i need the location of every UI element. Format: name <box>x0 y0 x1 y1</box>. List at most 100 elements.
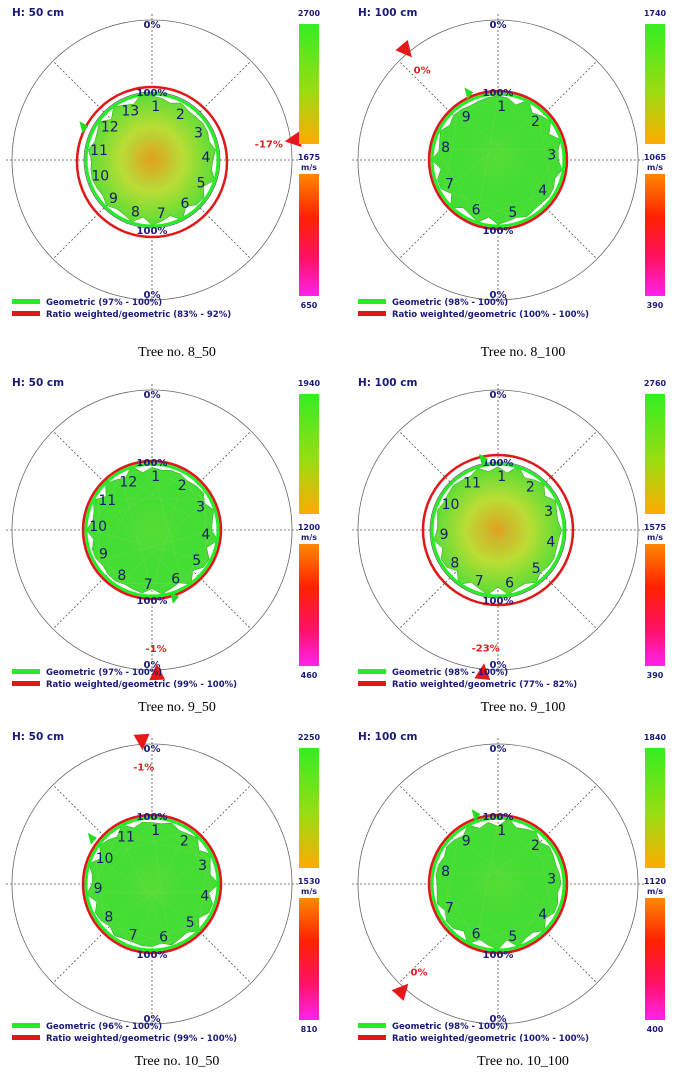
sensor-label: 4 <box>538 183 547 199</box>
sensor-label: 11 <box>117 830 135 846</box>
sensor-label: 7 <box>445 177 454 193</box>
legend-geometric-label: Geometric (97% - 100%) <box>46 668 162 678</box>
sensor-path-line <box>93 104 181 183</box>
sensor-label: 5 <box>197 176 206 192</box>
ratio-outline <box>75 85 229 239</box>
sensor-label: 8 <box>117 568 126 584</box>
deformation-arrow-head <box>149 663 166 681</box>
sensor-label: 3 <box>547 147 556 163</box>
label-outer-top: 0% <box>144 744 161 755</box>
geometric-arrow-marker <box>79 121 89 134</box>
geometric-outline <box>84 462 220 598</box>
sensor-path-line <box>515 538 560 590</box>
sensor-path-line <box>110 206 167 221</box>
sensor-label: 6 <box>180 196 189 212</box>
sensor-label: 8 <box>441 140 450 156</box>
sensor-path-line <box>436 149 478 219</box>
height-label: H: 50 cm <box>12 7 64 19</box>
sensor-label: 4 <box>200 888 209 904</box>
sensor-label: 9 <box>462 109 471 125</box>
scale-bar-lower <box>645 174 665 296</box>
sensor-path-line <box>151 467 206 500</box>
sensor-label: 8 <box>441 864 450 880</box>
sensor-path-line <box>89 476 122 531</box>
sensor-path-line <box>180 104 214 153</box>
sensor-path-line <box>185 831 214 893</box>
sensor-path-line <box>518 873 560 943</box>
tomogram-panel-9-50: H: 50 cm 0% 100% 100% 0% 1 2 3 4 5 6 7 8 9 10 11 12 -1% 19… <box>4 372 350 690</box>
sensor-path-line <box>110 152 214 207</box>
legend-ratio-swatch <box>358 311 386 316</box>
caption-8-50: Tree no. 8_50 <box>138 345 216 360</box>
legend-geometric-swatch <box>12 1023 40 1028</box>
scale-bar-upper <box>645 748 665 868</box>
sensor-path-line <box>90 152 194 207</box>
sensor-path-line <box>151 821 209 859</box>
tomogram-panel-8-100: H: 100 cm 0% 100% 100% 0% 1 2 3 4 5 6 7 8 9 0% 1740 1065… <box>350 2 696 320</box>
geometric-outline <box>84 92 220 228</box>
ratio-outline <box>81 459 223 601</box>
sensor-path-line <box>137 206 194 221</box>
sensor-path-line <box>441 504 452 571</box>
tomogram-svg: H: 100 cm 0% 100% 100% 0% 1 2 3 4 5 6 7 89 0% 1840 1120… <box>352 731 667 1044</box>
legend-geometric-swatch <box>12 299 40 304</box>
scale-bar-lower <box>645 544 665 666</box>
label-outer-bottom: 0% <box>144 1014 161 1025</box>
label-outer-top: 0% <box>144 20 161 31</box>
scale-min: 460 <box>301 671 318 680</box>
sensor-path-line <box>476 97 499 219</box>
legend-ratio-swatch <box>12 1035 40 1040</box>
deformation-arrow <box>284 131 302 148</box>
sensor-label: 1 <box>151 99 160 115</box>
sensor-label: 4 <box>201 527 210 543</box>
tomogram-svg: H: 50 cm0%100%100%0%1 2345678910111213-17… <box>6 7 321 320</box>
label-outer-bottom: 0% <box>490 1014 507 1025</box>
label-outer-top: 0% <box>490 390 507 401</box>
geometric-arrow-marker <box>169 591 179 604</box>
legend-ratio-label: Ratio weighted/geometric (100% - 100%) <box>392 1034 589 1044</box>
sensor-path-line <box>90 124 204 153</box>
sensor-path-line <box>537 112 552 192</box>
label-inner-bottom: 100% <box>137 226 168 237</box>
scale-mid: 1530 <box>298 877 321 886</box>
geometric-outline <box>430 462 566 598</box>
sensor-label: 5 <box>508 929 517 945</box>
sensor-path-line <box>544 504 555 571</box>
sensor-label: 8 <box>104 909 113 925</box>
sensor-path-line <box>537 836 552 916</box>
label-inner-bottom: 100% <box>483 226 514 237</box>
deformation-arrow-head <box>133 733 150 751</box>
scale-max: 1940 <box>298 379 321 388</box>
radial-gridline <box>151 159 252 260</box>
tomogram-panel-8-50: H: 50 cm 0% 100% 100% 0% 1 2 3 4 5 6 7 8 9 10 11 12 13 -17… <box>4 2 350 320</box>
scale-unit: m/s <box>647 887 663 896</box>
scale-mid: 1120 <box>644 877 667 886</box>
sensor-path-line <box>151 560 206 593</box>
scale-bar-upper <box>645 24 665 144</box>
scale-unit: m/s <box>301 163 317 172</box>
legend-geometric-label: Geometric (98% - 100%) <box>392 668 508 678</box>
sensor-path-line <box>464 477 555 505</box>
sensor-path-line <box>444 836 459 916</box>
sensor-path-line <box>89 529 206 562</box>
sensor-label: 8 <box>131 204 140 220</box>
sensor-path-line <box>93 181 138 221</box>
sensor-path-line <box>90 892 135 944</box>
sensor-label: 6 <box>472 926 481 942</box>
legend-ratio-label: Ratio weighted/geometric (99% - 100%) <box>46 680 237 690</box>
label-outer-bottom: 0% <box>490 290 507 301</box>
scale-min: 390 <box>647 671 664 680</box>
legend-ratio-label: Ratio weighted/geometric (83% - 92%) <box>46 310 231 320</box>
scale-mid: 1065 <box>644 153 667 162</box>
label-inner-top: 100% <box>483 458 514 469</box>
deformation-arrow-head <box>391 983 409 1001</box>
sensor-path-line <box>497 467 555 505</box>
sensor-path-line <box>95 858 106 925</box>
label-inner-top: 100% <box>483 812 514 823</box>
sensor-path-line <box>476 914 552 943</box>
sensor-path-line <box>120 498 206 584</box>
sensor-label: 7 <box>445 901 454 917</box>
deformation-arrow <box>391 983 409 1001</box>
sensor-path-line <box>192 152 214 207</box>
sensor-label: 7 <box>475 574 484 590</box>
